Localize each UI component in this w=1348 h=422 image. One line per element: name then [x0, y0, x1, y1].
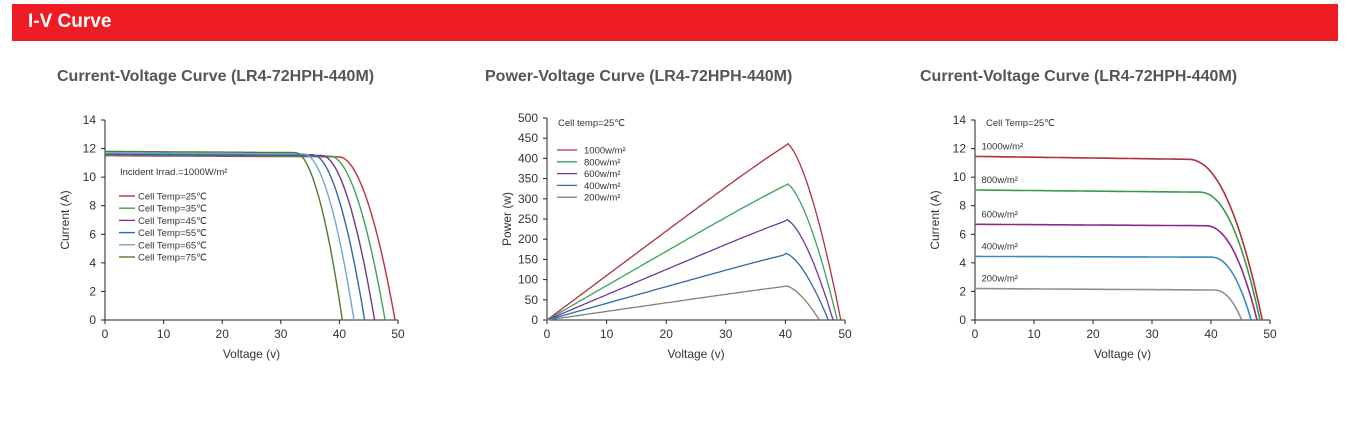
y-axis-label: Power (w) — [500, 192, 514, 246]
x-tick-label: 10 — [1027, 327, 1041, 341]
series-line — [105, 150, 343, 321]
x-axis-label: Voltage (v) — [1094, 347, 1151, 361]
x-tick-label: 20 — [216, 327, 230, 341]
y-tick-label: 200 — [518, 232, 538, 246]
y-tick-label: 0 — [89, 313, 96, 327]
series-label: 200w/m² — [981, 274, 1017, 285]
y-tick-label: 450 — [518, 131, 538, 145]
legend-label: Cell Temp=45℃ — [138, 216, 207, 227]
iv-temperature-chart: 0 10 20 30 40 50 0 2 4 6 8 10 12 14 Voltage (v) Current… — [58, 113, 405, 361]
iv-irradiance-chart: 0 10 20 30 40 50 0 2 4 6 8 10 12 14 Voltage (v) Current… — [928, 113, 1277, 361]
y-tick-label: 250 — [518, 212, 538, 226]
x-tick-label: 30 — [719, 327, 733, 341]
x-axis-label: Voltage (v) — [667, 347, 724, 361]
legend-label: Cell Temp=35℃ — [138, 204, 207, 215]
temperature-annotation: Cell temp=25℃ — [558, 118, 625, 129]
x-tick-label: 40 — [1204, 327, 1218, 341]
x-tick-label: 40 — [333, 327, 347, 341]
y-tick-label: 8 — [89, 199, 96, 213]
y-tick-label: 12 — [953, 142, 967, 156]
y-tick-label: 10 — [953, 170, 967, 184]
x-tick-label: 20 — [1086, 327, 1100, 341]
y-tick-label: 50 — [525, 293, 539, 307]
legend-label: 200w/m² — [584, 193, 620, 204]
y-tick-label: 2 — [959, 284, 966, 298]
series-label: 1000w/m² — [981, 141, 1023, 152]
series-line — [546, 218, 834, 321]
y-tick-label: 100 — [518, 273, 538, 287]
legend-label: 400w/m² — [584, 181, 620, 192]
legend-label: 600w/m² — [584, 169, 620, 180]
x-axis-label: Voltage (v) — [223, 347, 280, 361]
chart-title-iv-temp: Current-Voltage Curve (LR4-72HPH-440M) — [57, 68, 375, 85]
y-axis-label: Current (A) — [58, 190, 72, 249]
legend-label: Cell Temp=75℃ — [138, 253, 207, 264]
y-tick-label: 0 — [531, 313, 538, 327]
y-tick-label: 500 — [518, 111, 538, 125]
series-line — [975, 255, 1252, 321]
x-tick-label: 30 — [1145, 327, 1159, 341]
legend-label: Cell Temp=55℃ — [138, 228, 207, 239]
pv-irradiance-chart: 0 10 20 30 40 5005010015020025030035040045050… — [500, 111, 852, 361]
y-tick-label: 400 — [518, 151, 538, 165]
series-line — [546, 285, 820, 321]
temperature-annotation: Cell Temp=25℃ — [986, 118, 1055, 129]
y-axis-label: Current (A) — [928, 190, 942, 249]
series-label: 400w/m² — [981, 241, 1017, 252]
chart-title-pv: Power-Voltage Curve (LR4-72HPH-440M) — [485, 68, 793, 85]
x-tick-label: 10 — [157, 327, 171, 341]
y-tick-label: 14 — [953, 113, 967, 127]
x-tick-label: 30 — [274, 327, 288, 341]
y-tick-label: 150 — [518, 252, 538, 266]
section-title: I-V Curve — [28, 11, 112, 32]
y-tick-label: 350 — [518, 172, 538, 186]
series-label: 600w/m² — [981, 209, 1017, 220]
y-tick-label: 10 — [83, 170, 97, 184]
x-tick-label: 20 — [660, 327, 674, 341]
x-tick-label: 10 — [600, 327, 614, 341]
y-tick-label: 8 — [959, 199, 966, 213]
y-tick-label: 4 — [89, 256, 96, 270]
series-line — [105, 152, 366, 321]
chart-title-iv-irrad: Current-Voltage Curve (LR4-72HPH-440M) — [920, 68, 1238, 85]
legend-label: Cell Temp=25℃ — [138, 192, 207, 203]
series-line — [105, 152, 355, 321]
section-header: I-V Curve — [12, 4, 1338, 41]
y-tick-label: 14 — [83, 113, 97, 127]
y-tick-label: 6 — [89, 227, 96, 241]
series-line — [975, 189, 1261, 321]
legend-label: Cell Temp=65℃ — [138, 240, 207, 251]
series-label: 800w/m² — [981, 175, 1017, 186]
y-tick-label: 0 — [959, 313, 966, 327]
series-line — [546, 252, 829, 321]
series-line — [546, 183, 838, 321]
x-tick-label: 0 — [972, 327, 979, 341]
series-line — [975, 223, 1258, 321]
legend-label: 800w/m² — [584, 157, 620, 168]
y-tick-label: 6 — [959, 227, 966, 241]
x-tick-label: 0 — [544, 327, 551, 341]
x-tick-label: 50 — [1263, 327, 1277, 341]
x-tick-label: 50 — [838, 327, 852, 341]
series-line — [975, 287, 1243, 321]
series-line — [546, 142, 842, 321]
y-tick-label: 12 — [83, 142, 97, 156]
y-tick-label: 300 — [518, 192, 538, 206]
x-tick-label: 40 — [779, 327, 793, 341]
x-tick-label: 0 — [102, 327, 109, 341]
series-line — [974, 155, 1264, 321]
y-tick-label: 2 — [89, 284, 96, 298]
y-tick-label: 4 — [959, 256, 966, 270]
legend-label: 1000w/m² — [584, 146, 626, 157]
x-tick-label: 50 — [391, 327, 405, 341]
irradiance-annotation: Incident Irrad.=1000W/m² — [120, 167, 227, 178]
